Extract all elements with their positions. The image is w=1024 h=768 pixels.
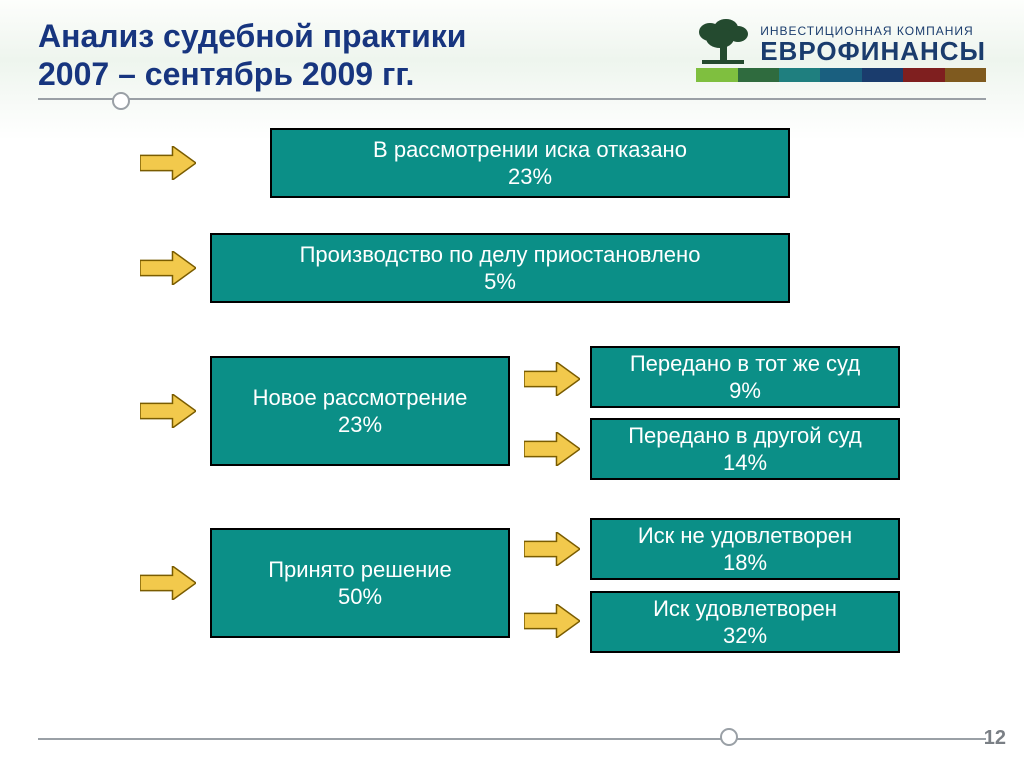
box-label: В рассмотрении иска отказано [373,136,687,164]
box-decision: Принято решение50% [210,528,510,638]
box-value: 5% [484,268,516,296]
box-satisfied: Иск удовлетворен32% [590,591,900,653]
title-line-2: 2007 – сентябрь 2009 гг. [38,56,466,94]
slide-title: Анализ судебной практики 2007 – сентябрь… [38,18,466,94]
logo-brand: ЕВРОФИНАНСЫ [760,38,986,64]
box-refused: В рассмотрении иска отказано23% [270,128,790,198]
box-label: Передано в другой суд [628,422,862,450]
box-value: 9% [729,377,761,405]
slide: Анализ судебной практики 2007 – сентябрь… [0,0,1024,768]
arrow-icon [140,566,196,605]
tree-icon [696,18,750,64]
box-value: 18% [723,549,767,577]
box-not_satisfied: Иск не удовлетворен18% [590,518,900,580]
header-rule-dot [112,92,130,110]
box-label: Иск не удовлетворен [638,522,852,550]
box-label: Иск удовлетворен [653,595,837,623]
box-value: 23% [508,163,552,191]
box-other_court: Передано в другой суд14% [590,418,900,480]
box-value: 50% [338,583,382,611]
footer-rule [38,738,986,740]
arrow-icon [140,394,196,433]
title-line-1: Анализ судебной практики [38,18,466,56]
box-label: Принято решение [268,556,452,584]
arrow-icon [524,432,580,471]
arrow-icon [140,146,196,185]
box-suspended: Производство по делу приостановлено5% [210,233,790,303]
box-label: Передано в тот же суд [630,350,860,378]
box-label: Производство по делу приостановлено [300,241,701,269]
footer-rule-dot [720,728,738,746]
company-logo: ИНВЕСТИЦИОННАЯ КОМПАНИЯ ЕВРОФИНАНСЫ [696,18,986,82]
box-value: 14% [723,449,767,477]
box-value: 23% [338,411,382,439]
logo-color-strip [696,68,986,82]
box-new_review: Новое рассмотрение23% [210,356,510,466]
header-rule [38,98,986,100]
arrow-icon [524,362,580,401]
box-value: 32% [723,622,767,650]
arrow-icon [140,251,196,290]
arrow-icon [524,532,580,571]
arrow-icon [524,604,580,643]
box-same_court: Передано в тот же суд9% [590,346,900,408]
box-label: Новое рассмотрение [253,384,468,412]
page-number: 12 [984,727,1006,750]
